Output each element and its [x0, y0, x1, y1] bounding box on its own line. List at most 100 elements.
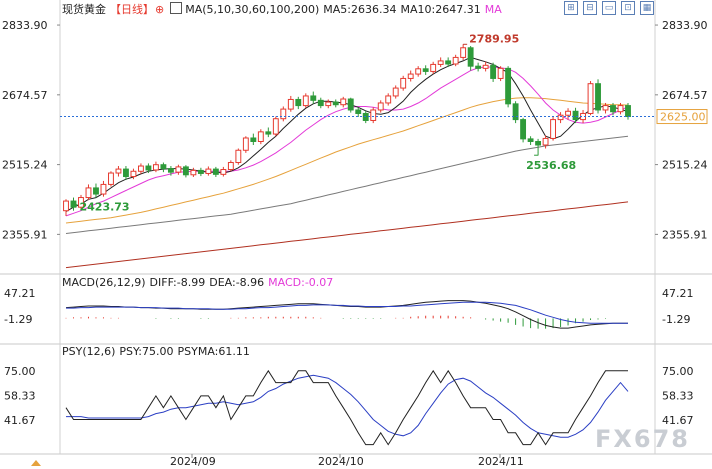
candle-body [445, 60, 452, 65]
psy-line [65, 369, 628, 446]
candle-body [325, 101, 332, 107]
ma-extra-label: MA [484, 3, 502, 16]
ma30-line [65, 97, 629, 224]
psy-y-tick-label: 41.67 [662, 414, 694, 427]
candle-body [250, 137, 257, 142]
add-symbol-icon[interactable]: ⊕ [155, 3, 165, 16]
candle-body [422, 68, 429, 72]
candle-body [370, 109, 377, 121]
candle-body [70, 200, 77, 208]
candle-body [542, 137, 549, 146]
period-label[interactable]: 【日线】 [110, 3, 154, 16]
candle-body [617, 105, 624, 113]
candle-body [347, 98, 354, 111]
candle-body [190, 169, 197, 176]
candle-body [220, 169, 227, 175]
candle-body [175, 166, 182, 173]
candle-body [295, 98, 302, 107]
candle-body [197, 169, 204, 174]
psyma-value: PSYMA:61.11 [177, 345, 250, 358]
candle-body [85, 187, 92, 199]
macd-dea-line [66, 301, 628, 324]
fit-icon[interactable]: ⊡ [621, 1, 635, 15]
candle-body [100, 183, 107, 195]
candle-body [550, 119, 557, 139]
candle-body [520, 119, 527, 140]
candle-body [557, 114, 564, 121]
candle-body [602, 105, 609, 111]
candle-body [467, 47, 474, 67]
candle-body [452, 56, 459, 65]
psy-y-tick-label: 41.67 [4, 414, 36, 427]
zoom-out-icon[interactable]: ⊟ [583, 1, 597, 15]
candle-body [123, 168, 129, 178]
candle-body [437, 60, 444, 65]
ma10-value: MA10:2647.31 [400, 3, 481, 16]
candle-body [310, 95, 317, 101]
candle-body [497, 67, 504, 79]
candle-body [182, 166, 189, 176]
candle-body [400, 77, 407, 89]
ma5-line [65, 56, 629, 213]
candle-body [227, 162, 234, 171]
macd-y-tick-label: -1.29 [662, 313, 690, 326]
window-icon[interactable]: ▭ [602, 1, 616, 15]
main-y-tick-label: 2355.91 [2, 228, 48, 241]
macd-diff-value: DIFF:-8.99 [149, 276, 206, 289]
candle-body [93, 187, 99, 195]
candle-body [242, 137, 249, 151]
candle-body [595, 83, 601, 111]
price-tag-box [656, 109, 708, 125]
ma200-line [65, 201, 629, 269]
candle-body [407, 73, 414, 79]
psyma-line [66, 374, 629, 438]
ma10-line [65, 66, 629, 217]
candle-body [257, 131, 264, 142]
macd-macd-value: MACD:-0.07 [268, 276, 334, 289]
annotation-low-label: 2423.73 [79, 201, 129, 214]
candle-body [565, 110, 571, 116]
scroll-left-icon [31, 460, 41, 466]
candle-body [527, 138, 534, 142]
psy-y-tick-label: 75.00 [662, 365, 694, 378]
ma-toggle-icon[interactable] [170, 2, 183, 14]
candle-body [385, 95, 392, 104]
candle-body [287, 98, 294, 110]
ma5-value: MA5:2636.34 [323, 3, 397, 16]
grid-icon[interactable]: ▦ [640, 1, 654, 15]
candle-body [160, 164, 167, 170]
candle-body [415, 68, 422, 75]
candle-body [63, 200, 69, 212]
macd-y-tick-label: 47.21 [662, 287, 694, 300]
candle-body [610, 105, 616, 113]
candle-body [340, 98, 347, 106]
psy-y-tick-label: 58.33 [4, 389, 36, 402]
candle-body [78, 197, 84, 208]
candle-body [145, 165, 152, 171]
candle-body [272, 118, 279, 135]
annotation-low-label: 2536.68 [526, 159, 576, 172]
candle-body [212, 168, 219, 175]
main-y-tick-label: 2674.57 [2, 89, 48, 102]
candle-body [235, 149, 242, 164]
candle-body [587, 83, 594, 114]
candle-body [460, 47, 467, 58]
candle-body [490, 64, 497, 79]
ma-params-label: MA(5,10,30,60,100,200) [185, 3, 320, 16]
zoom-in-icon[interactable]: ⊞ [564, 1, 578, 15]
candle-body [137, 165, 144, 172]
candle-body [115, 168, 122, 174]
candle-body [152, 164, 159, 171]
psy-y-tick-label: 75.00 [4, 365, 36, 378]
ma60-line [65, 135, 629, 234]
watermark-logo: FX678 [595, 425, 690, 453]
candle-body [535, 140, 542, 146]
candle-body [302, 95, 309, 107]
chart-header: 现货黄金 【日线】⊕ MA(5,10,30,60,100,200) MA5:2636.… [62, 2, 506, 18]
candle-body [430, 63, 437, 72]
annotation-high-label: 2789.95 [469, 32, 519, 45]
macd-params-label: MACD(26,12,9) [62, 276, 146, 289]
macd-y-tick-label: -1.29 [4, 313, 32, 326]
macd-dea-value: DEA:-8.96 [209, 276, 265, 289]
